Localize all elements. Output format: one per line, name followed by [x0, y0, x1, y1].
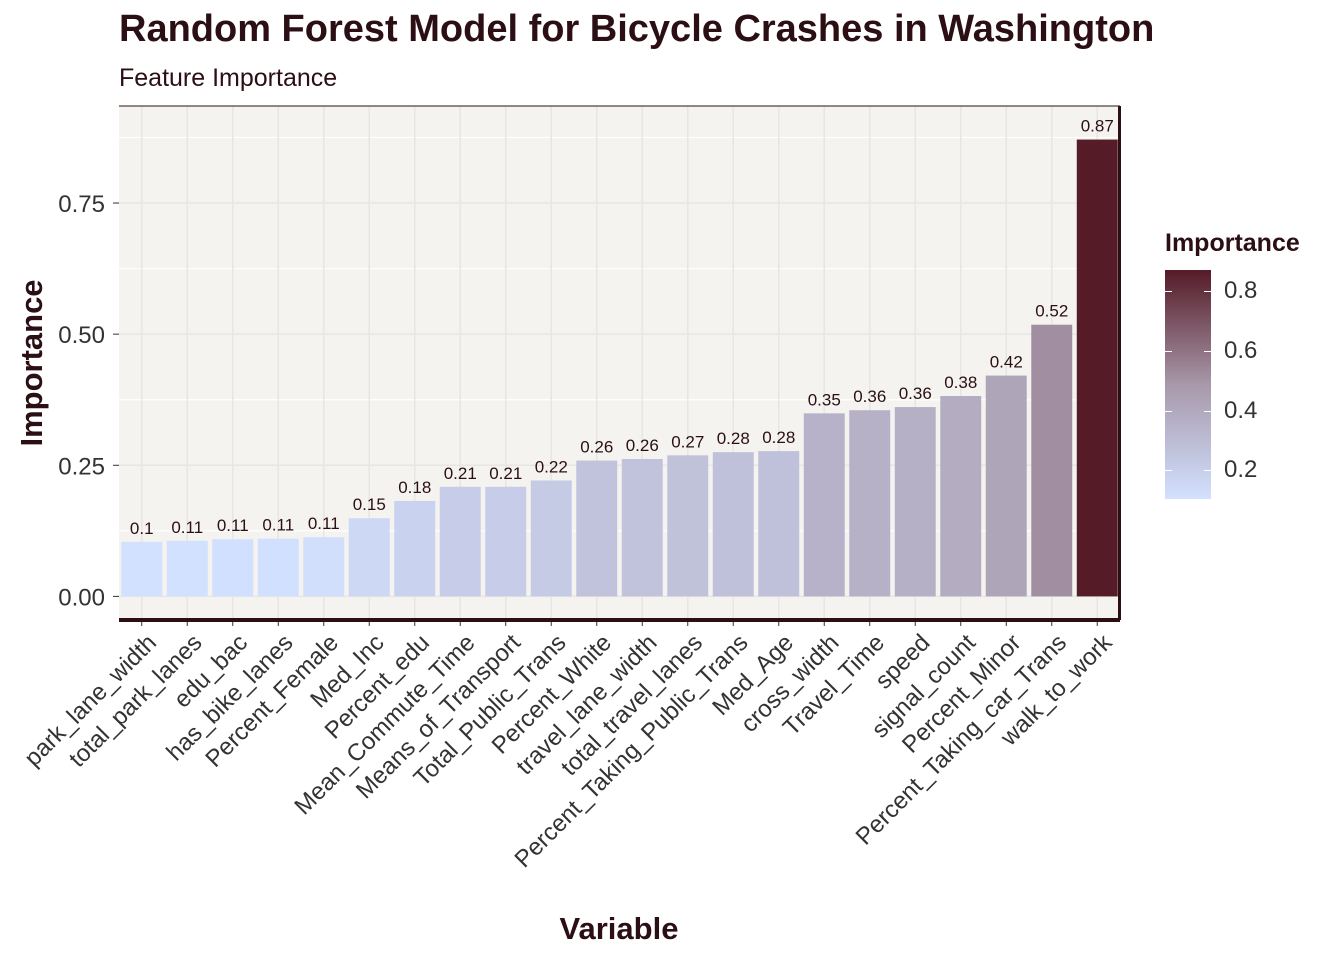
data-label: 0.26: [626, 436, 659, 455]
data-label: 0.11: [262, 516, 294, 535]
legend-tick-mark: [1165, 410, 1172, 412]
bar-Mean_Commute_Time: [439, 486, 481, 597]
bar-total_park_lanes: [166, 540, 208, 597]
data-label: 0.11: [171, 518, 203, 537]
y-axis-title: Importance: [14, 279, 49, 446]
chart-title: Random Forest Model for Bicycle Crashes …: [119, 8, 1155, 50]
y-tick-label: 0.50: [58, 322, 105, 349]
y-tick-label: 0.00: [58, 584, 105, 611]
legend-tick-mark: [1204, 470, 1211, 472]
bar-signal_count: [940, 396, 982, 597]
bar-speed: [894, 407, 936, 597]
bar-has_bike_lanes: [257, 538, 299, 597]
bar-Total_Public_Trans: [530, 480, 572, 597]
bar-edu_bac: [212, 539, 254, 597]
bar-Percent_Taking_Public_Trans: [712, 452, 754, 597]
bar-Percent_Minor: [985, 375, 1027, 597]
data-label: 0.36: [899, 384, 932, 403]
bar-cross_width: [803, 413, 845, 597]
y-tick-label: 0.25: [58, 453, 105, 480]
legend-tick-label: 0.6: [1224, 336, 1258, 364]
data-label: 0.42: [990, 353, 1023, 372]
data-label: 0.87: [1081, 117, 1114, 136]
data-label: 0.36: [853, 387, 886, 406]
legend-colorbar: [1165, 270, 1211, 499]
data-label: 0.28: [717, 429, 750, 448]
bar-Travel_Time: [849, 410, 891, 597]
legend-tick-label: 0.8: [1224, 277, 1258, 305]
bar-travel_lane_width: [621, 458, 663, 597]
data-label: 0.38: [944, 373, 977, 392]
legend-title: Importance: [1165, 229, 1300, 257]
bar-Percent_Female: [303, 537, 345, 597]
data-label: 0.15: [353, 495, 386, 514]
legend-tick-mark: [1204, 410, 1211, 412]
bar-total_travel_lanes: [667, 455, 709, 597]
bar-park_lane_width: [121, 541, 163, 597]
legend-tick-mark: [1165, 291, 1172, 293]
bar-Means_of_Transport: [485, 486, 527, 597]
bar-Med_Inc: [348, 518, 390, 597]
data-label: 0.28: [762, 428, 795, 447]
data-label: 0.11: [217, 516, 249, 535]
data-label: 0.1: [130, 519, 154, 538]
bar-walk_to_work: [1076, 139, 1118, 597]
x-axis-title: Variable: [560, 911, 679, 946]
legend-tick-label: 0.2: [1224, 456, 1258, 484]
bar-Percent_White: [576, 460, 618, 597]
legend-tick-mark: [1204, 350, 1211, 352]
data-label: 0.26: [580, 438, 613, 457]
data-label: 0.22: [535, 457, 568, 476]
legend-tick-mark: [1204, 291, 1211, 293]
data-label: 0.21: [489, 464, 522, 483]
legend-tick-mark: [1165, 350, 1172, 352]
bar-Med_Age: [758, 451, 800, 597]
data-label: 0.35: [808, 390, 841, 409]
chart-subtitle: Feature Importance: [119, 64, 338, 92]
data-label: 0.18: [398, 478, 431, 497]
bars: [121, 139, 1118, 597]
data-labels: 0.1 0.11 0.11 0.11 0.11 0.15 0.18 0.21 0.21 0.22 0…: [130, 117, 1114, 538]
data-label: 0.52: [1035, 302, 1068, 321]
data-label: 0.11: [308, 514, 340, 533]
data-label: 0.21: [444, 464, 477, 483]
bar-Percent_edu: [394, 500, 436, 597]
legend-tick-mark: [1165, 470, 1172, 472]
y-tick-label: 0.75: [58, 191, 105, 218]
legend-tick-label: 0.4: [1224, 396, 1258, 424]
data-label: 0.27: [671, 432, 704, 451]
bar-Percent_Taking_car_Trans: [1031, 324, 1073, 597]
